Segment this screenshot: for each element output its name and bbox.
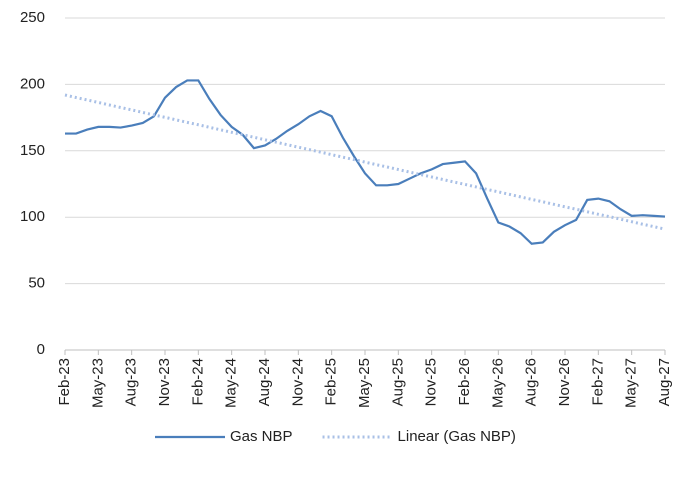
x-tick-label: May-23 — [89, 358, 106, 408]
x-tick-label: Aug-25 — [389, 358, 406, 406]
x-tick-label: Aug-26 — [523, 358, 540, 406]
x-tick-label: Nov-26 — [556, 358, 573, 406]
x-tick-label: Feb-25 — [323, 358, 340, 406]
legend-label: Gas NBP — [230, 428, 293, 445]
x-tick-label: Feb-23 — [56, 358, 73, 406]
x-tick-label: Aug-23 — [123, 358, 140, 406]
x-tick-label: May-26 — [489, 358, 506, 408]
x-tick-label: Feb-27 — [589, 358, 606, 406]
series-line — [65, 79, 666, 245]
x-tick-label: Nov-23 — [156, 358, 173, 406]
x-tick-label: May-25 — [356, 358, 373, 408]
x-tick-label: May-24 — [223, 358, 240, 408]
x-tick-label: Feb-26 — [456, 358, 473, 406]
y-tick-label: 200 — [20, 75, 45, 92]
x-tick-label: Nov-25 — [423, 358, 440, 406]
x-tick-label: Aug-24 — [256, 358, 273, 406]
y-tick-label: 150 — [20, 142, 45, 159]
legend-label: Linear (Gas NBP) — [398, 428, 516, 445]
y-tick-label: 50 — [28, 275, 45, 292]
y-tick-label: 100 — [20, 208, 45, 225]
x-tick-label: Aug-27 — [656, 358, 673, 406]
y-tick-label: 0 — [37, 341, 45, 358]
x-tick-label: Feb-24 — [189, 358, 206, 406]
y-tick-label: 250 — [20, 9, 45, 26]
x-tick-label: Nov-24 — [289, 358, 306, 406]
x-tick-label: May-27 — [623, 358, 640, 408]
